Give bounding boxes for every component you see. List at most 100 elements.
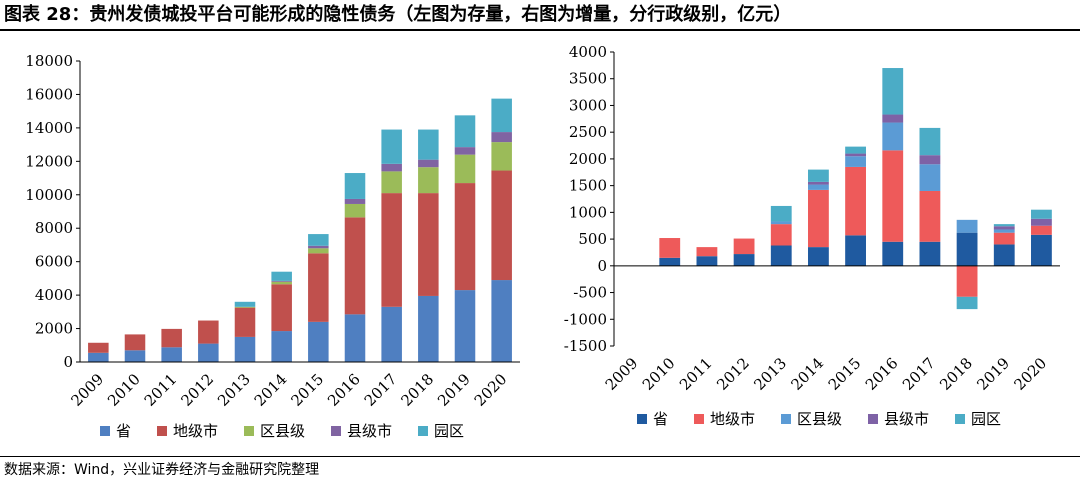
y-tick-label: 3000 bbox=[569, 96, 607, 114]
bar-2012-省 bbox=[198, 343, 219, 362]
bar-2020-省 bbox=[491, 280, 512, 362]
bar-2017-地级市 bbox=[919, 190, 941, 242]
y-tick-label: 12000 bbox=[25, 152, 73, 170]
bar-2014-地级市 bbox=[808, 189, 829, 248]
bar-2020-县级市 bbox=[491, 132, 512, 143]
bar-2016-园区 bbox=[344, 173, 366, 199]
y-tick-label: 2000 bbox=[35, 320, 73, 338]
x-tick-label: 2010 bbox=[104, 370, 144, 410]
bar-2019-省 bbox=[993, 244, 1015, 266]
y-tick-label: 0 bbox=[597, 257, 607, 275]
bar-2016-省 bbox=[344, 314, 366, 362]
legend-swatch-省 bbox=[637, 414, 647, 424]
x-tick-label: 2017 bbox=[361, 370, 401, 410]
bar-2015-地级市 bbox=[845, 166, 866, 236]
legend-swatch-地级市 bbox=[694, 414, 704, 424]
bar-2009-省 bbox=[88, 352, 109, 362]
legend-swatch-地级市 bbox=[157, 426, 167, 436]
x-tick-label: 2015 bbox=[825, 354, 865, 394]
bar-2011-省 bbox=[696, 256, 718, 266]
y-tick-label: 6000 bbox=[35, 253, 73, 271]
y-tick-label: -1000 bbox=[564, 310, 607, 328]
bar-2017-县级市 bbox=[381, 163, 402, 172]
bar-2018-省 bbox=[418, 295, 439, 362]
bar-2015-园区 bbox=[845, 146, 866, 154]
y-tick-label: 2000 bbox=[569, 150, 607, 168]
legend-swatch-区县级 bbox=[244, 426, 254, 436]
bar-2018-园区 bbox=[418, 129, 439, 160]
y-tick-label: 0 bbox=[63, 353, 73, 371]
x-tick-label: 2011 bbox=[676, 354, 716, 394]
bar-2015-省 bbox=[308, 321, 329, 362]
bar-2009-地级市 bbox=[88, 342, 109, 353]
x-tick-label: 2018 bbox=[397, 370, 437, 410]
x-tick-label: 2013 bbox=[214, 370, 254, 410]
y-tick-label: 2500 bbox=[569, 123, 607, 141]
bar-2015-省 bbox=[845, 235, 866, 266]
bar-2015-区县级 bbox=[308, 248, 329, 254]
bar-2010-地级市 bbox=[124, 334, 146, 351]
bar-2013-园区 bbox=[770, 205, 792, 222]
bar-2019-省 bbox=[454, 290, 476, 362]
bar-2014-县级市 bbox=[271, 280, 292, 282]
legend-label-园区: 园区 bbox=[971, 410, 1001, 428]
bar-2019-地级市 bbox=[993, 232, 1015, 245]
bar-2018-省 bbox=[956, 232, 978, 266]
bar-2013-区县级 bbox=[234, 306, 256, 308]
bar-2013-省 bbox=[234, 336, 256, 362]
x-tick-label: 2020 bbox=[471, 370, 511, 410]
y-tick-label: 1500 bbox=[569, 177, 607, 195]
bar-2012-地级市 bbox=[733, 238, 755, 255]
bar-2019-区县级 bbox=[993, 229, 1015, 233]
bar-2017-区县级 bbox=[919, 164, 941, 191]
legend-label-区县级: 区县级 bbox=[797, 410, 842, 428]
x-tick-label: 2014 bbox=[251, 370, 291, 410]
data-source-note: 数据来源：Wind，兴业证券经济与金融研究院整理 bbox=[4, 462, 320, 478]
y-tick-label: 8000 bbox=[35, 219, 73, 237]
bar-2011-省 bbox=[161, 347, 182, 362]
bar-2015-区县级 bbox=[845, 156, 866, 167]
bar-2018-地级市 bbox=[956, 265, 978, 297]
bar-2010-省 bbox=[124, 350, 146, 362]
legend-swatch-园区 bbox=[418, 426, 428, 436]
bar-2017-园区 bbox=[919, 127, 941, 156]
bar-2019-县级市 bbox=[993, 226, 1015, 230]
bar-2017-地级市 bbox=[381, 193, 402, 307]
bar-2017-区县级 bbox=[381, 171, 402, 194]
x-tick-label: 2014 bbox=[788, 354, 828, 394]
bar-2020-区县级 bbox=[491, 142, 512, 171]
bar-2016-县级市 bbox=[344, 198, 366, 204]
bar-2015-县级市 bbox=[308, 245, 329, 249]
bar-2013-区县级 bbox=[770, 221, 792, 225]
bar-2011-地级市 bbox=[696, 247, 718, 257]
legend-label-区县级: 区县级 bbox=[260, 422, 305, 440]
legend-label-省: 省 bbox=[116, 422, 131, 440]
bar-2020-县级市 bbox=[1031, 218, 1052, 226]
bar-2014-园区 bbox=[271, 271, 292, 281]
legend-swatch-省 bbox=[100, 426, 110, 436]
bar-2014-园区 bbox=[808, 169, 829, 182]
bar-2016-省 bbox=[882, 241, 904, 266]
y-tick-label: 4000 bbox=[35, 286, 73, 304]
bar-2015-地级市 bbox=[308, 253, 329, 322]
x-tick-label: 2016 bbox=[862, 354, 902, 394]
bar-2010-省 bbox=[659, 257, 681, 266]
bar-2012-地级市 bbox=[198, 320, 219, 344]
x-tick-label: 2012 bbox=[713, 354, 753, 394]
bar-2018-区县级 bbox=[956, 219, 978, 233]
bar-2020-地级市 bbox=[491, 170, 512, 281]
x-tick-label: 2012 bbox=[177, 370, 217, 410]
bar-2017-园区 bbox=[381, 129, 402, 164]
bar-2016-区县级 bbox=[882, 122, 904, 151]
legend-swatch-园区 bbox=[955, 414, 965, 424]
y-tick-label: 18000 bbox=[25, 52, 73, 70]
bar-2013-地级市 bbox=[770, 224, 792, 246]
right-chart-increment: -1500 -1000 -500 0 500 1000 1500 2000 2500 3000 35… bbox=[564, 43, 1060, 428]
bar-2017-省 bbox=[381, 306, 402, 362]
y-tick-label: 500 bbox=[578, 230, 607, 248]
x-tick-label: 2018 bbox=[936, 354, 976, 394]
bar-2015-园区 bbox=[308, 234, 329, 246]
bar-2020-园区 bbox=[1031, 209, 1052, 219]
bar-2019-地级市 bbox=[454, 183, 476, 291]
y-tick-label: 10000 bbox=[25, 186, 73, 204]
